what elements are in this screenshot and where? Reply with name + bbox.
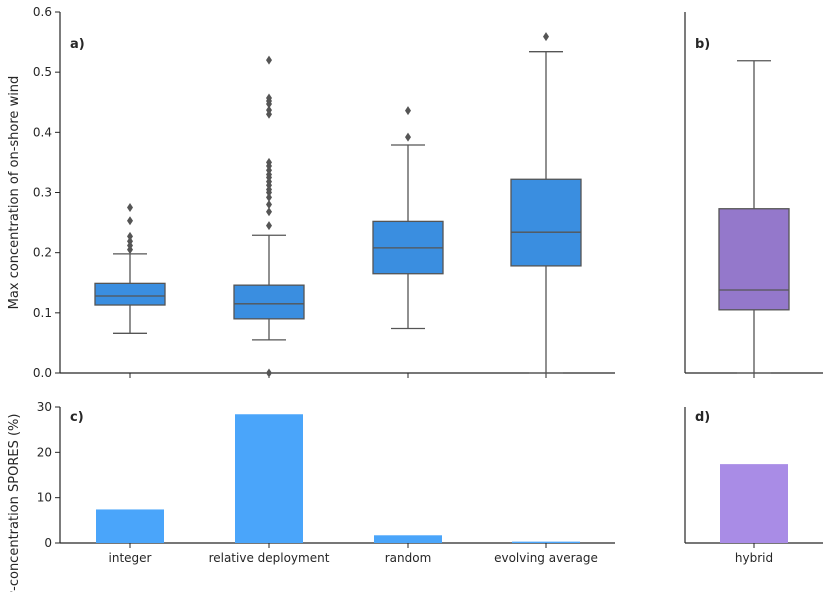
y-tick-label-a: 0.1 [33,306,52,320]
outlier-point [127,236,133,246]
x-tick-label-d: hybrid [735,551,773,565]
outlier-point [266,157,272,167]
panel-label-d: d) [695,410,710,425]
box-integer [94,282,166,306]
outlier-point [266,368,272,378]
y-tick-label-c: 20 [37,445,52,459]
y-axis-label-a: Max concentration of on-shore wind [7,76,22,310]
outlier-point [405,106,411,116]
outlier-point [266,93,272,103]
x-tick-label-c: relative deployment [209,551,330,565]
box-hybrid [718,208,790,311]
outlier-point [266,192,272,202]
outlier-point [266,105,272,115]
y-tick-label-c: 0 [44,536,52,550]
x-tick-label-c: random [385,551,432,565]
outlier-point [266,207,272,217]
y-tick-label-a: 0.5 [33,65,52,79]
y-tick-label-a: 0.6 [33,5,52,19]
bar-hybrid [720,464,788,543]
panel-label-b: b) [695,37,710,52]
y-tick-label-a: 0.2 [33,246,52,260]
outlier-point [266,200,272,210]
bar-evolving-average [512,541,580,543]
outlier-point [127,216,133,226]
outlier-point [127,231,133,241]
y-tick-label-a: 0.0 [33,366,52,380]
outlier-point [266,221,272,231]
x-tick-label-c: integer [109,551,152,565]
y-tick-label-c: 30 [37,400,52,414]
bar-relative-deployment [235,414,303,543]
y-axis-label-c: Low-concentration SPORES (%) [7,414,22,592]
panel-label-c: c) [70,410,84,425]
x-tick-label-c: evolving average [494,551,598,565]
y-tick-label-a: 0.3 [33,186,52,200]
panel-label-a: a) [70,37,85,52]
outlier-point [266,55,272,65]
y-tick-label-a: 0.4 [33,125,52,139]
outlier-point [405,132,411,142]
box-evolving-average [510,178,582,267]
bar-integer [96,509,164,543]
outlier-point [127,203,133,213]
bar-random [374,535,442,543]
box-relative-deployment [233,284,305,320]
y-tick-label-c: 10 [37,491,52,505]
outlier-point [543,32,549,42]
